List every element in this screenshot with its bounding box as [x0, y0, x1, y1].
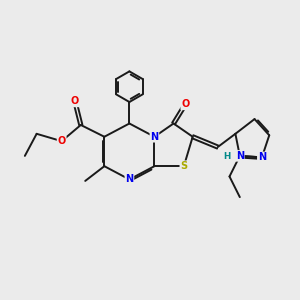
Text: H: H [223, 152, 230, 161]
Text: S: S [180, 161, 188, 171]
Text: N: N [125, 174, 134, 184]
Text: N: N [236, 151, 244, 161]
Text: O: O [181, 99, 190, 110]
Text: N: N [258, 152, 266, 162]
Text: O: O [58, 136, 66, 146]
Text: N: N [150, 132, 158, 142]
Text: O: O [71, 96, 79, 106]
